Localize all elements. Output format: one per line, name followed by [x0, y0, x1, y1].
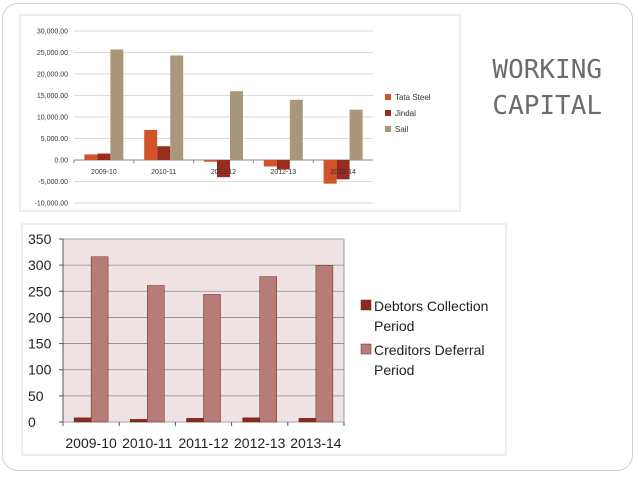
chart1-bar [276, 160, 290, 170]
chart1-y-tick-label: 30,000.00 [37, 29, 68, 36]
chart2-bar [147, 285, 165, 423]
chart2-bar [298, 418, 317, 423]
chart2-x-tick-label: 2011-12 [178, 435, 229, 451]
chart2-y-tick-label: 200 [28, 309, 52, 325]
chart2-y-tick-label: 50 [28, 388, 44, 404]
chart1-x-tick-label: 2012-13 [270, 169, 296, 176]
chart2-legend-label: Period [374, 318, 414, 334]
chart1-y-tick-label: 15,000.00 [37, 93, 68, 100]
chart1-legend-swatch [385, 94, 391, 100]
chart1-x-tick-label: 2010-11 [151, 169, 176, 176]
chart1-bar [349, 109, 363, 160]
chart1-bar [204, 160, 217, 162]
chart1-bar [110, 49, 124, 160]
chart2-bar [203, 294, 221, 423]
chart1-legend-label: Sail [395, 125, 409, 134]
chart1-y-tick-label: -5,000.00 [38, 179, 68, 186]
chart1-y-tick-label: 25,000.00 [37, 50, 68, 57]
chart1-bar [144, 129, 158, 160]
chart2-x-tick-label: 2012-13 [234, 435, 286, 451]
chart2-y-tick-label: 0 [28, 414, 36, 430]
chart2-y-tick-label: 350 [28, 231, 52, 247]
slide-title-line-1: WORKING [492, 55, 602, 85]
chart1-x-tick-label: 2011-12 [211, 169, 236, 176]
chart2-bar [259, 276, 277, 423]
chart2-y-tick-label: 100 [28, 362, 52, 378]
chart2-legend-label: Period [374, 362, 414, 378]
chart1-bar [157, 146, 171, 160]
chart1-y-tick-label: -10,000.00 [35, 201, 69, 208]
chart2-y-tick-label: 150 [28, 336, 52, 352]
chart1-x-tick-label: 2009-10 [91, 169, 117, 176]
chart2-bar [186, 418, 204, 423]
chart1-legend-label: Jindal [395, 109, 416, 118]
chart2-legend-label: Creditors Deferral [374, 342, 484, 358]
chart1-bar [170, 55, 184, 161]
chart1-bar [84, 154, 98, 160]
chart2-bar [90, 256, 109, 423]
chart1-bar [230, 91, 243, 160]
chart1-bar [336, 160, 350, 180]
chart2-bar [130, 419, 148, 423]
chart1-bar [97, 153, 111, 160]
chart1-bar [217, 160, 230, 178]
chart1-y-tick-label: 0.00 [54, 158, 68, 165]
chart1-y-tick-label: 5,000.00 [41, 136, 68, 143]
slide-title-line-2: CAPITAL [492, 91, 602, 121]
chart2-y-tick-label: 300 [28, 257, 52, 273]
chart2-legend-swatch [360, 299, 372, 311]
chart2-x-tick-label: 2009-10 [65, 435, 117, 451]
chart2-bar [242, 417, 260, 423]
chart2-y-tick-label: 250 [28, 283, 52, 299]
chart1-bar [263, 160, 277, 167]
chart2-legend-label: Debtors Collection [374, 298, 488, 314]
chart1-y-tick-label: 10,000.00 [37, 115, 68, 122]
chart1-bar [323, 160, 337, 184]
chart1-bar [289, 99, 303, 160]
chart1-y-tick-label: 20,000.00 [37, 72, 68, 79]
chart1-legend-swatch [385, 126, 391, 132]
chart2-x-tick-label: 2010-11 [122, 435, 173, 451]
chart1-x-tick-label: 2013-14 [330, 169, 356, 176]
slide-title: WORKING CAPITAL [468, 52, 602, 124]
chart1-legend-label: Tata Steel [395, 93, 431, 102]
chart2-legend-swatch [360, 343, 372, 355]
chart2-x-tick-label: 2013-14 [290, 435, 342, 451]
chart2-bar [315, 265, 334, 423]
chart2-bar [73, 417, 92, 423]
chart1-legend-swatch [385, 110, 391, 116]
